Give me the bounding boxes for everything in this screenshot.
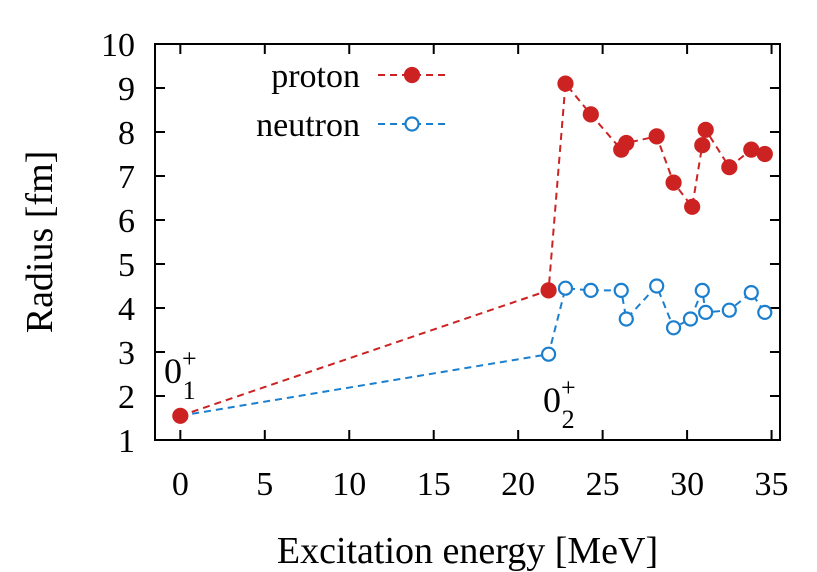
- y-tick-label: 5: [118, 247, 135, 284]
- x-tick-label: 10: [332, 466, 366, 503]
- annotation-second-state: 0+ 2: [543, 373, 576, 434]
- y-tick-label: 3: [118, 335, 135, 372]
- neutron-point: [613, 282, 629, 298]
- proton-point: [756, 145, 773, 163]
- proton-point: [665, 174, 682, 191]
- y-tick-label: 10: [101, 27, 135, 64]
- neutron-point: [557, 280, 574, 296]
- y-tick-label: 7: [118, 159, 135, 196]
- neutron-point: [694, 282, 710, 298]
- neutron-series-line: [180, 284, 766, 417]
- x-tick-label: 0: [172, 466, 189, 503]
- legend-label-neutron: neutron: [256, 107, 360, 144]
- proton-point: [582, 106, 599, 123]
- neutron-point: [721, 302, 737, 318]
- series-layer: [172, 75, 773, 424]
- neutron-point: [540, 346, 557, 362]
- x-axis-title: Excitation energy [MeV]: [277, 530, 658, 572]
- y-tick-label: 1: [118, 423, 135, 460]
- x-tick-label: 20: [501, 466, 535, 503]
- proton-point: [743, 141, 760, 158]
- x-tick-label: 35: [755, 466, 789, 503]
- proton-point: [540, 282, 557, 299]
- proton-point: [172, 407, 189, 424]
- ticks-layer: [155, 43, 780, 441]
- x-tick-label: 5: [256, 466, 273, 503]
- neutron-point: [649, 278, 665, 294]
- y-tick-label: 2: [118, 379, 135, 416]
- proton-point: [721, 159, 738, 176]
- neutron-point: [618, 311, 634, 327]
- neutron-point: [698, 304, 714, 320]
- x-tick-label: 25: [586, 466, 620, 503]
- neutron-point: [583, 282, 599, 298]
- annotations: 0+ 1 0+ 2: [164, 344, 576, 434]
- proton-point: [648, 128, 665, 145]
- neutron-point: [665, 320, 682, 336]
- legend: proton neutron: [256, 58, 446, 144]
- proton-legend-marker: [403, 66, 421, 84]
- tick-labels: 0 5 10 15 20 25 30 35 1 2 3 4 5 6 7 8 9 10: [101, 27, 789, 503]
- annotation-ground-state: 0+ 1: [164, 344, 197, 405]
- neutron-point: [682, 311, 699, 327]
- y-tick-label: 6: [118, 203, 135, 240]
- x-tick-label: 15: [417, 466, 451, 503]
- proton-point: [618, 134, 635, 152]
- legend-label-proton: proton: [271, 58, 360, 95]
- neutron-point: [743, 285, 759, 301]
- proton-point: [694, 137, 711, 154]
- y-tick-label: 8: [118, 115, 135, 152]
- neutron-point: [757, 304, 773, 320]
- y-tick-label: 9: [118, 71, 135, 108]
- y-axis-title: Radius [fm]: [19, 151, 61, 334]
- y-tick-label: 4: [118, 291, 135, 328]
- neutron-legend-marker: [404, 116, 420, 132]
- x-tick-label: 30: [670, 466, 704, 503]
- proton-point: [557, 75, 574, 92]
- plot-frame: [154, 43, 781, 441]
- proton-point: [684, 198, 701, 215]
- proton-point: [697, 121, 714, 138]
